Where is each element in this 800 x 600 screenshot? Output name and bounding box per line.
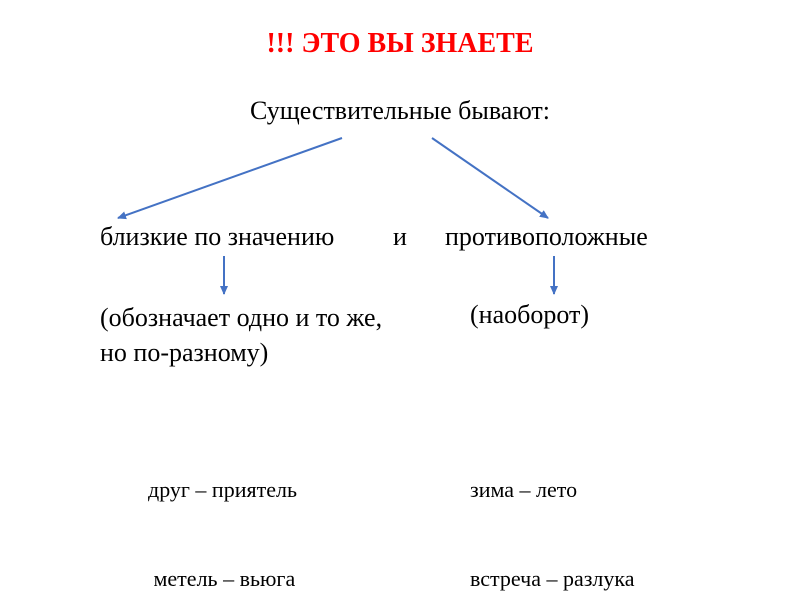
examples-left: друг – приятель метель – вьюга дом – хат… xyxy=(148,416,398,600)
branch-conjunction: и xyxy=(380,222,420,252)
arrow-big-left xyxy=(118,138,342,218)
arrow-big-right xyxy=(432,138,548,218)
example-left-2: метель – вьюга xyxy=(148,564,398,594)
subtitle: Существительные бывают: xyxy=(0,96,800,126)
branch-left-note: (обозначает одно и то же, но по-разному) xyxy=(100,300,400,370)
example-right-1: зима – лето xyxy=(470,475,720,505)
branch-right-label: противоположные xyxy=(445,222,745,252)
branch-right-note: (наоборот) xyxy=(470,300,770,330)
example-right-2: встреча – разлука xyxy=(470,564,720,594)
branch-left-label: близкие по значению xyxy=(100,222,380,252)
example-left-1: друг – приятель xyxy=(148,475,398,505)
note-left-line2: но по-разному) xyxy=(100,335,400,370)
note-left-line1: (обозначает одно и то же, xyxy=(100,300,400,335)
note-right-line1: (наоборот) xyxy=(470,300,770,330)
slide: !!! ЭТО ВЫ ЗНАЕТЕ Существительные бывают… xyxy=(0,0,800,600)
examples-right: зима – лето встреча – разлука хозяин – г… xyxy=(470,416,720,600)
page-title: !!! ЭТО ВЫ ЗНАЕТЕ xyxy=(0,28,800,60)
